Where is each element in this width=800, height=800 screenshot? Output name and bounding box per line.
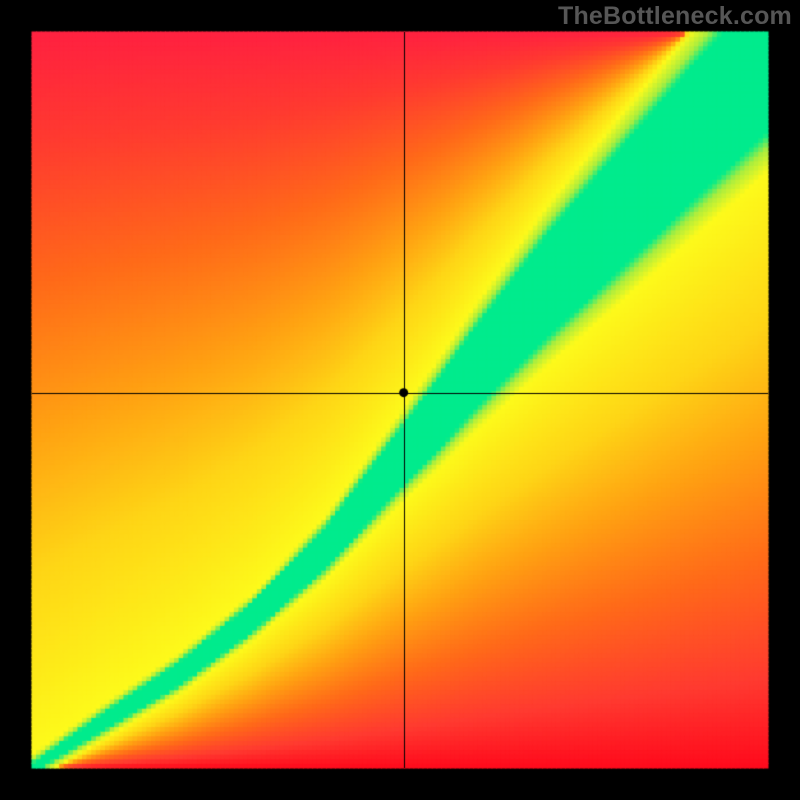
watermark-text: TheBottleneck.com	[558, 2, 792, 31]
chart-container: { "watermark": { "text": "TheBottleneck.…	[0, 0, 800, 800]
bottleneck-heatmap	[0, 0, 800, 800]
